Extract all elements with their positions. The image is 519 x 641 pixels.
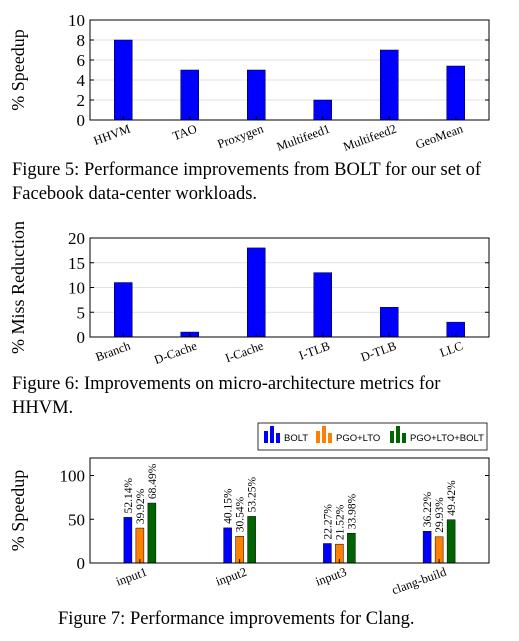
fig7-bar-bolt xyxy=(123,517,133,564)
fig7-bar-pgo-lto-bolt xyxy=(446,519,456,564)
fig7-x-tick-label: clang-build xyxy=(390,564,449,597)
fig5-y-axis-label: % Speedup xyxy=(8,29,28,110)
fig7-y-tick-label: 0 xyxy=(77,554,86,573)
fig5-x-tick-label: Multifeed1 xyxy=(275,122,332,154)
fig7-x-tick-label: input1 xyxy=(114,565,149,589)
fig6-bar xyxy=(313,272,332,338)
fig7-legend-swatch xyxy=(328,433,332,443)
fig7-bar-pgo-lto-bolt xyxy=(247,516,256,564)
fig5-y-tick-label: 8 xyxy=(77,31,86,50)
fig7-bar-bolt xyxy=(223,527,232,564)
fig6-y-tick-label: 20 xyxy=(68,229,85,248)
fig5-bar xyxy=(114,39,133,121)
fig7-data-label: 21.52% xyxy=(334,504,346,540)
fig5-y-tick-label: 4 xyxy=(77,71,86,90)
fig6-caption: Figure 6: Improvements on micro-architec… xyxy=(12,374,440,418)
fig5-y-tick-label: 6 xyxy=(77,51,86,70)
fig5-bar xyxy=(380,49,399,121)
fig6-y-tick-label: 5 xyxy=(77,303,86,322)
fig6-y-tick-label: 0 xyxy=(77,328,86,347)
fig7-plot-frame xyxy=(89,457,490,564)
fig5-x-tick-label: HHVM xyxy=(92,122,133,148)
fig5-bar xyxy=(180,69,199,121)
fig7-bar-bolt xyxy=(422,531,432,564)
fig7-legend-swatch xyxy=(276,433,280,443)
fig6-x-tick-label: I-TLB xyxy=(297,339,332,363)
fig5-plot-frame xyxy=(89,19,490,121)
fig7-data-label: 40.15% xyxy=(223,488,235,524)
fig5-x-tick-label: TAO xyxy=(171,122,199,144)
fig7-y-tick-label: 100 xyxy=(60,467,86,486)
fig6-bar xyxy=(247,247,266,338)
fig7-data-label: 29.93% xyxy=(434,497,446,533)
fig5-bar xyxy=(446,65,465,121)
fig7-legend-swatch xyxy=(316,431,320,443)
fig5-bar xyxy=(247,69,266,121)
fig6-x-tick-label: I-Cache xyxy=(223,339,265,366)
fig7-data-label: 49.42% xyxy=(446,480,458,516)
fig7-legend-swatch xyxy=(390,431,394,443)
fig7-x-tick-label: input2 xyxy=(214,565,249,589)
fig7-bar-pgo-lto-bolt xyxy=(147,502,157,564)
figure-7-chart: 52.14% 40.15% 22.27% 36.22% 39.92% 30.54% 21.5… xyxy=(8,422,490,629)
fig7-legend-swatch xyxy=(402,433,406,443)
fig7-legend-label: BOLT xyxy=(284,433,308,444)
fig7-legend-label: PGO+LTO+BOLT xyxy=(410,433,484,444)
fig7-data-label: 33.98% xyxy=(346,493,358,529)
figure-6-chart: 0 5 10 15 20 Branch D-Cache I-Cache I-TLB D-TLB LL… xyxy=(8,221,490,418)
fig5-x-tick-label: Proxygen xyxy=(215,121,266,151)
fig7-bar-pgo-lto xyxy=(235,536,244,564)
fig5-x-tick-label: Multifeed2 xyxy=(341,122,398,154)
fig7-legend-box xyxy=(257,422,488,451)
fig6-y-tick-label: 10 xyxy=(68,279,85,298)
fig7-legend-swatch xyxy=(322,426,326,443)
fig5-caption: Figure 5: Performance improvements from … xyxy=(12,160,482,204)
fig7-data-label: 52.14% xyxy=(123,478,135,514)
fig6-y-axis-label: % Miss Reduction xyxy=(8,221,28,354)
fig7-legend-label: PGO+LTO xyxy=(336,433,380,444)
fig7-caption: Figure 7: Performance improvements for C… xyxy=(58,609,415,629)
fig5-x-tick-label: GeoMean xyxy=(414,121,466,151)
fig6-x-tick-label: LLC xyxy=(438,339,465,360)
fig5-y-tick-label: 2 xyxy=(77,91,86,110)
fig7-data-label: 36.22% xyxy=(422,491,434,527)
fig7-data-label: 30.54% xyxy=(235,496,247,532)
fig7-bar-bolt xyxy=(323,543,332,564)
fig7-bar-pgo-lto xyxy=(135,527,145,564)
fig7-y-axis-label: % Speedup xyxy=(8,470,28,551)
fig6-x-tick-label: Branch xyxy=(94,338,133,364)
fig7-y-tick-label: 50 xyxy=(68,510,85,529)
fig6-y-tick-label: 15 xyxy=(68,254,85,273)
fig7-legend-swatch xyxy=(264,431,268,443)
fig6-x-tick-label: D-TLB xyxy=(359,339,398,365)
fig5-y-tick-label: 0 xyxy=(77,111,86,130)
fig7-data-label: 53.25% xyxy=(247,477,259,513)
fig6-bar xyxy=(380,307,399,338)
fig7-data-label: 39.92% xyxy=(135,488,147,524)
fig7-legend-swatch xyxy=(396,426,400,443)
fig6-bar xyxy=(114,282,133,338)
fig5-y-tick-label: 10 xyxy=(68,11,85,30)
fig7-legend-swatch xyxy=(270,426,274,443)
fig6-x-tick-label: D-Cache xyxy=(152,339,199,368)
fig7-data-label: 68.49% xyxy=(147,463,159,499)
fig7-bar-pgo-lto-bolt xyxy=(347,533,356,564)
fig7-x-tick-label: input3 xyxy=(314,565,349,589)
fig7-data-label: 22.27% xyxy=(322,504,334,540)
